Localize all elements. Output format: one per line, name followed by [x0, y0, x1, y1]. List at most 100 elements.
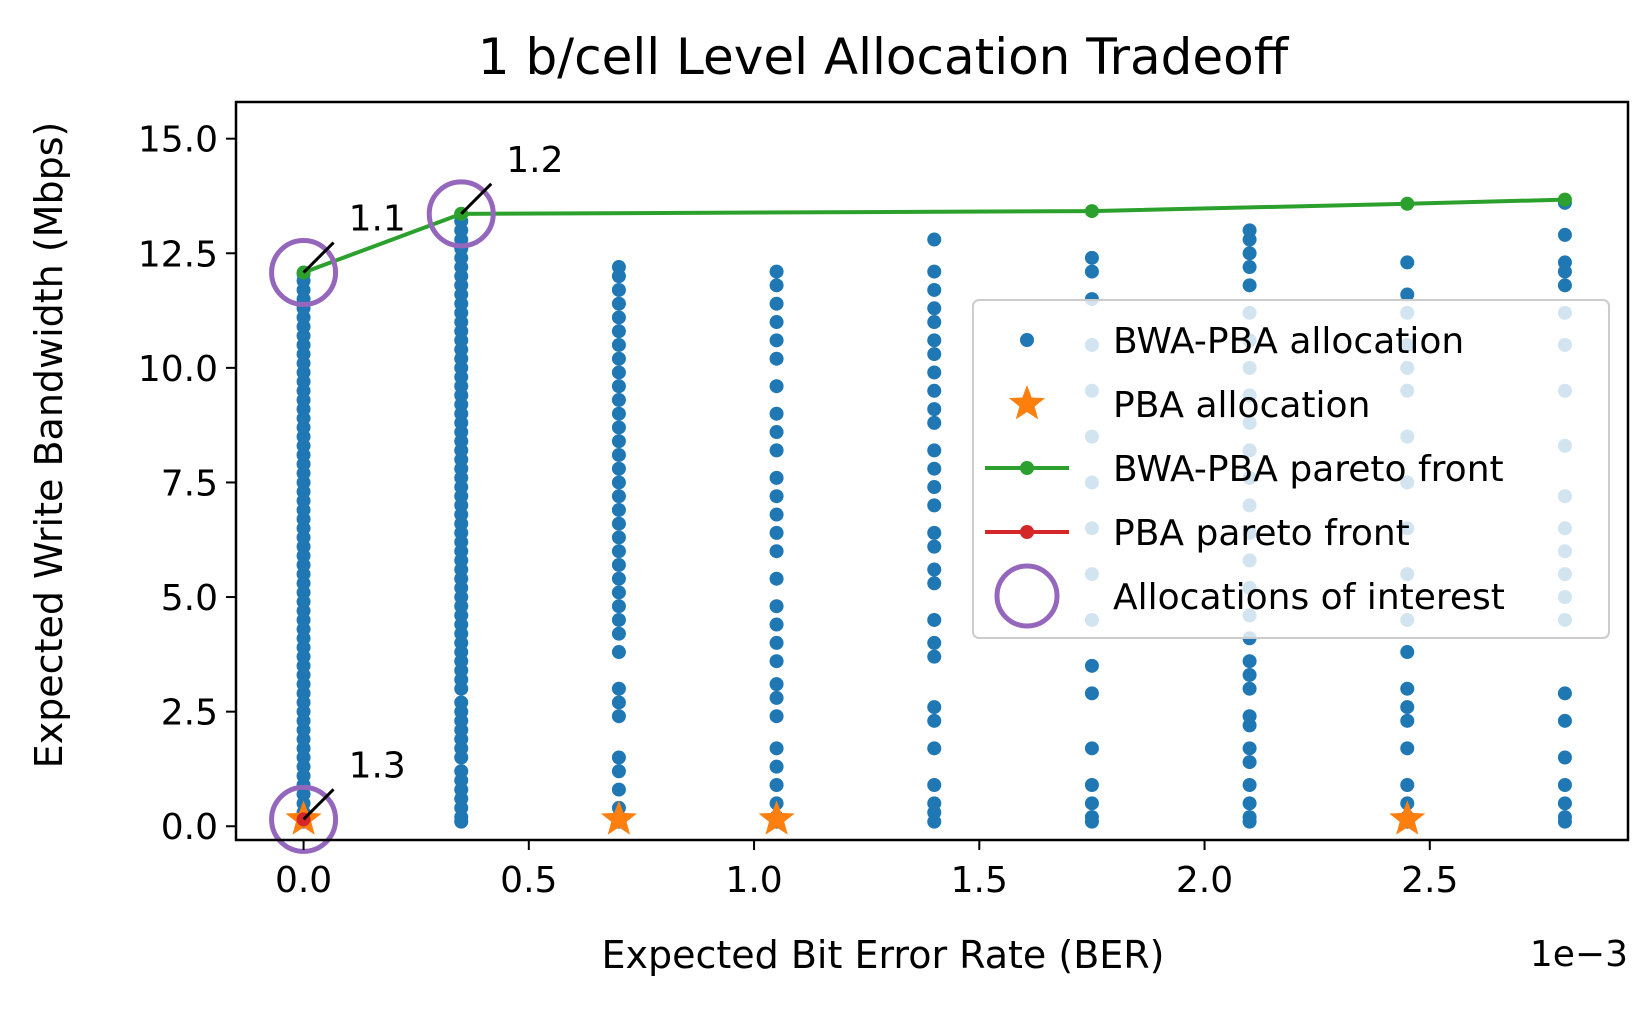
scatter-point [769, 654, 784, 669]
scatter-point [1557, 777, 1572, 792]
scatter-point [769, 278, 784, 293]
scatter-point [1400, 741, 1415, 756]
annotation-label: 1.2 [506, 140, 563, 181]
scatter-point [1400, 700, 1415, 715]
scatter-point [1400, 713, 1415, 728]
allocation-of-interest-circle [426, 179, 496, 249]
scatter-point [769, 379, 784, 394]
legend-handle-marker [1020, 525, 1034, 539]
scatter-point [927, 612, 942, 627]
scatter-point [769, 489, 784, 504]
scatter-point [611, 571, 626, 586]
scatter-point [611, 489, 626, 504]
x-tick-label: 0.5 [500, 860, 557, 901]
scatter-point [1242, 709, 1257, 724]
scatter-point [1084, 741, 1099, 756]
scatter-point [611, 282, 626, 297]
scatter-point [769, 571, 784, 586]
scatter-point [611, 681, 626, 696]
scatter-point [1084, 250, 1099, 265]
scatter-point [1557, 227, 1572, 242]
allocation-of-interest-circle [269, 784, 339, 854]
scatter-point [927, 347, 942, 362]
scatter-point [769, 315, 784, 330]
y-axis-label: Expected Write Bandwidth (Mbps) [27, 122, 71, 769]
scatter-point [1400, 681, 1415, 696]
scatter-point [611, 324, 626, 339]
scatter-point [769, 709, 784, 724]
scatter-point [1242, 755, 1257, 770]
scatter-point [769, 296, 784, 311]
scatter-point [611, 351, 626, 366]
y-tick-label: 5.0 [161, 578, 218, 619]
scatter-point [611, 695, 626, 710]
scatter-point [611, 599, 626, 614]
annotation-label: 1.3 [349, 745, 406, 786]
scatter-point [927, 635, 942, 650]
legend-label: BWA-PBA allocation [1113, 321, 1464, 362]
annotation-leader [302, 241, 335, 274]
scatter-point [769, 759, 784, 774]
scatter-point [611, 530, 626, 545]
scatter-point [611, 764, 626, 779]
scatter-point [1557, 686, 1572, 701]
scatter-point [927, 415, 942, 430]
scatter-point [1400, 645, 1415, 660]
scatter-point [1400, 287, 1415, 302]
scatter-point [1084, 658, 1099, 673]
scatter-point [769, 351, 784, 366]
pareto-marker [1400, 196, 1415, 211]
legend: BWA-PBA allocation PBA allocation BWA-PBA … [972, 299, 1610, 639]
legend-handle-circle [994, 563, 1060, 629]
scatter-point [611, 585, 626, 600]
pba-star [758, 800, 795, 835]
scatter-point [927, 402, 942, 417]
scatter-point [1242, 741, 1257, 756]
scatter-point [1557, 796, 1572, 811]
scatter-point [1557, 255, 1572, 270]
scatter-point [769, 617, 784, 632]
scatter-point [1400, 777, 1415, 792]
scatter-point [611, 337, 626, 352]
plot-area: 1.1 1.2 1.3 [269, 140, 1572, 854]
scatter-point [611, 447, 626, 462]
annotation-leader [460, 182, 493, 215]
scatter-point [1242, 777, 1257, 792]
scatter-point [611, 516, 626, 531]
scatter-point [769, 406, 784, 421]
scatter-point [769, 677, 784, 692]
y-tick-label: 2.5 [161, 693, 218, 734]
scatter-point [927, 777, 942, 792]
pba-star [1389, 800, 1426, 835]
scatter-point [1084, 264, 1099, 279]
scatter-point [927, 232, 942, 247]
scatter-point [611, 392, 626, 407]
scatter-point [1242, 667, 1257, 682]
scatter-point [1242, 260, 1257, 275]
plot-frame [234, 100, 1630, 842]
scatter-point [611, 461, 626, 476]
scatter-point [611, 782, 626, 797]
x-tick-label: 1.5 [951, 860, 1008, 901]
scatter-point [769, 507, 784, 522]
x-tick-label: 0.0 [275, 860, 332, 901]
scatter-point [769, 599, 784, 614]
x-tick-label: 2.0 [1176, 860, 1233, 901]
scatter-point [769, 333, 784, 348]
scatter-point [769, 690, 784, 705]
scatter-point [769, 443, 784, 458]
scatter-point [1242, 223, 1257, 238]
scatter-point [611, 406, 626, 421]
scatter-point [927, 649, 942, 664]
y-tick-label: 12.5 [138, 234, 218, 275]
scatter-point [611, 434, 626, 449]
y-tick-label: 0.0 [161, 807, 218, 848]
scatter-point [1557, 278, 1572, 293]
scatter-point [611, 310, 626, 325]
scatter-point [1242, 278, 1257, 293]
scatter-point [1242, 681, 1257, 696]
scatter-point [927, 480, 942, 495]
legend-label: PBA allocation [1113, 385, 1370, 426]
pareto-marker [1084, 204, 1099, 219]
